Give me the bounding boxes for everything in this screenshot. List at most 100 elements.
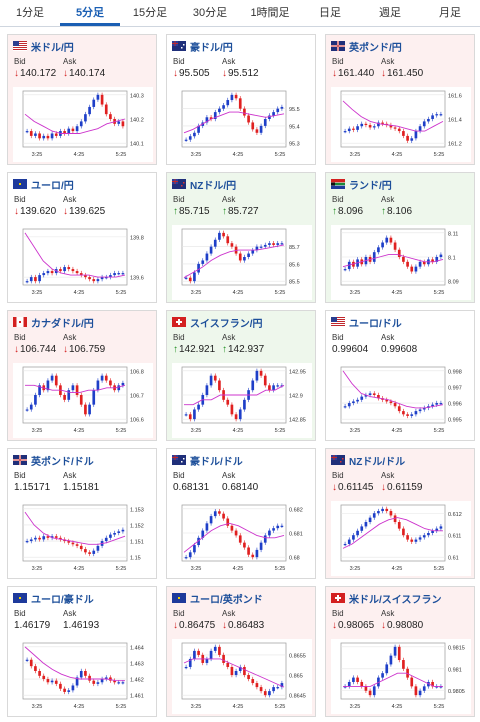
candle-body [34, 133, 37, 136]
mini-chart[interactable]: 8.11 8.1 8.09 3:25 4:25 5:25 [331, 225, 471, 300]
rate-card[interactable]: カナダドル/円 Bid Ask ↓106.744 ↓106.759 106.8 106.7 1… [7, 310, 157, 441]
candle-body [50, 375, 54, 381]
mini-chart[interactable]: 85.7 85.6 85.5 3:25 4:25 5:25 [172, 225, 312, 300]
pair-name-link[interactable]: スイスフラン/円 [190, 318, 263, 330]
pair-name-link[interactable]: 豪ドル/円 [190, 42, 233, 54]
candle-body [92, 390, 96, 405]
x-tick-label: 3:25 [191, 428, 202, 434]
arrow-down-icon: ↓ [14, 68, 19, 79]
tab-5[interactable]: 日足 [319, 7, 341, 19]
rate-card[interactable]: ユーロ/英ポンド Bid Ask ↓0.86475 ↓0.86483 0.8655 0.86… [166, 586, 316, 717]
arrow-up-icon: ↑ [381, 206, 386, 217]
tab-4[interactable]: 1時間足 [250, 7, 290, 19]
pair-name-link[interactable]: ランド/円 [349, 180, 392, 192]
mini-chart[interactable]: 95.5 95.4 95.3 3:25 4:25 5:25 [172, 87, 312, 162]
chart-svg: 1.153 1.152 1.151 1.15 3:25 4:25 5:25 [13, 501, 153, 576]
arrow-down-icon: ↓ [222, 620, 227, 631]
mini-chart[interactable]: 140.3 140.2 140.1 3:25 4:25 5:25 [13, 87, 153, 162]
ask-value-text: 106.759 [69, 344, 106, 355]
candle-body [34, 537, 37, 540]
pair-name-link[interactable]: 豪ドル/ドル [190, 456, 243, 468]
tab-7[interactable]: 月足 [439, 7, 461, 19]
mini-chart[interactable]: 0.8655 0.865 0.8645 3:25 4:25 5:25 [172, 639, 312, 714]
mini-chart[interactable]: 161.6 161.4 161.2 3:25 4:25 5:25 [331, 87, 471, 162]
tab-2[interactable]: 15分足 [132, 7, 168, 19]
mini-chart[interactable]: 0.9815 0.981 0.9805 3:25 4:25 5:25 [331, 639, 471, 714]
ask-label: Ask [381, 57, 395, 66]
tab-6[interactable]: 週足 [379, 7, 401, 19]
candle-body [84, 275, 87, 278]
y-tick-label: 142.95 [289, 369, 306, 375]
pair-name-link[interactable]: NZドル/円 [190, 180, 237, 192]
mini-chart[interactable]: 0.998 0.997 0.996 0.995 3:25 4:25 5:25 [331, 363, 471, 438]
candle-body [230, 666, 234, 676]
pair-name-link[interactable]: NZドル/ドル [349, 456, 406, 468]
rate-card[interactable]: 豪ドル/円 Bid Ask ↓95.505 ↓95.512 95.5 95.4 95.3 3:2… [166, 34, 316, 165]
candle-body [84, 114, 87, 122]
rate-card[interactable]: 米ドル/円 Bid Ask ↓140.172 ↓140.174 140.3 140.2 140… [7, 34, 157, 165]
pair-name-link[interactable]: ユーロ/英ポンド [190, 594, 263, 606]
pair-name-link[interactable]: ユーロ/豪ドル [31, 594, 94, 606]
rate-card[interactable]: 豪ドル/ドル Bid Ask 0.68131 0.68140 0.682 0.681 0.68… [166, 448, 316, 579]
candle-body [88, 675, 91, 681]
rate-card[interactable]: スイスフラン/円 Bid Ask ↑142.921 ↑142.937 142.95 142.… [166, 310, 316, 441]
bid-value: ↓95.505 [173, 68, 210, 79]
rate-card[interactable]: ユーロ/豪ドル Bid Ask 1.46179 1.46193 1.464 1.463 1.4… [7, 586, 157, 717]
tab-1[interactable]: 5分足 [60, 0, 120, 26]
candle-body [414, 266, 418, 272]
rate-card[interactable]: 米ドル/スイスフラン Bid Ask ↓0.98065 ↓0.98080 0.9815 0.… [325, 586, 475, 717]
ask-value-text: 1.15181 [63, 482, 100, 493]
tab-0[interactable]: 1分足 [15, 7, 45, 19]
arrow-down-icon: ↓ [173, 68, 178, 79]
candle-body [259, 125, 263, 133]
rate-card[interactable]: 英ポンド/ドル Bid Ask 1.15171 1.15181 1.153 1.152 1.1… [7, 448, 157, 579]
candle-body [268, 115, 271, 119]
y-tick-label: 139.8 [130, 235, 144, 241]
candle-body [435, 114, 439, 116]
candle-body [414, 686, 418, 696]
pair-name-link[interactable]: 米ドル/円 [31, 42, 74, 54]
arrow-down-icon: ↓ [63, 206, 68, 217]
candle-body [243, 666, 246, 676]
chart-svg: 161.6 161.4 161.2 3:25 4:25 5:25 [331, 87, 471, 162]
pair-name-link[interactable]: ユーロ/ドル [349, 318, 402, 330]
pair-name-link[interactable]: 米ドル/スイスフラン [349, 594, 442, 606]
rate-card[interactable]: ランド/円 Bid Ask ↑8.096 ↑8.106 8.11 8.1 8.09 3:25 4:… [325, 172, 475, 303]
rate-card[interactable]: ユーロ/ドル Bid Ask 0.99604 0.99608 0.998 0.997 0.99… [325, 310, 475, 441]
candle-body [360, 526, 364, 531]
rate-card[interactable]: ユーロ/円 Bid Ask ↓139.620 ↓139.625 139.8 139.6 3:2… [7, 172, 157, 303]
rate-card[interactable]: 英ポンド/円 Bid Ask ↓161.440 ↓161.450 161.6 161.4 16… [325, 34, 475, 165]
mini-chart[interactable]: 1.464 1.463 1.462 1.461 3:25 4:25 5:25 [13, 639, 153, 714]
candle-body [46, 380, 50, 391]
candle-body [402, 660, 405, 669]
candle-body [205, 658, 209, 663]
pair-name-link[interactable]: 英ポンド/ドル [31, 456, 94, 468]
y-tick-label: 161.6 [448, 93, 462, 99]
mini-chart[interactable]: 0.682 0.681 0.68 3:25 4:25 5:25 [172, 501, 312, 576]
mini-chart[interactable]: 0.612 0.611 0.61 3:25 4:25 5:25 [331, 501, 471, 576]
candle-body [67, 128, 71, 134]
rate-card[interactable]: NZドル/円 Bid Ask ↑85.715 ↑85.727 85.7 85.6 85.5 3:… [166, 172, 316, 303]
y-tick-label: 0.997 [448, 385, 462, 391]
candle-body [272, 112, 275, 116]
candle-body [88, 106, 91, 115]
candle-body [117, 273, 121, 275]
pair-name-link[interactable]: カナダドル/円 [31, 318, 94, 330]
mini-chart[interactable]: 142.95 142.9 142.85 3:25 4:25 5:25 [172, 363, 312, 438]
candle-body [364, 686, 368, 691]
candle-body [431, 259, 434, 262]
ask-value: ↓0.86483 [222, 620, 264, 631]
pair-name-link[interactable]: ユーロ/円 [31, 180, 74, 192]
pair-name-link[interactable]: 英ポンド/円 [349, 42, 402, 54]
mini-chart[interactable]: 106.8 106.7 106.6 3:25 4:25 5:25 [13, 363, 153, 438]
candle-body [406, 535, 409, 540]
candle-body [393, 127, 397, 129]
tab-3[interactable]: 30分足 [192, 7, 228, 19]
flag-nz-icon [172, 179, 186, 189]
chart-svg: 139.8 139.6 3:25 4:25 5:25 [13, 225, 153, 300]
rate-card[interactable]: NZドル/ドル Bid Ask ↓0.61145 ↓0.61159 0.612 0.611 0… [325, 448, 475, 579]
mini-chart[interactable]: 139.8 139.6 3:25 4:25 5:25 [13, 225, 153, 300]
mini-chart[interactable]: 1.153 1.152 1.151 1.15 3:25 4:25 5:25 [13, 501, 153, 576]
arrow-up-icon: ↑ [222, 344, 227, 355]
candle-body [71, 385, 75, 391]
